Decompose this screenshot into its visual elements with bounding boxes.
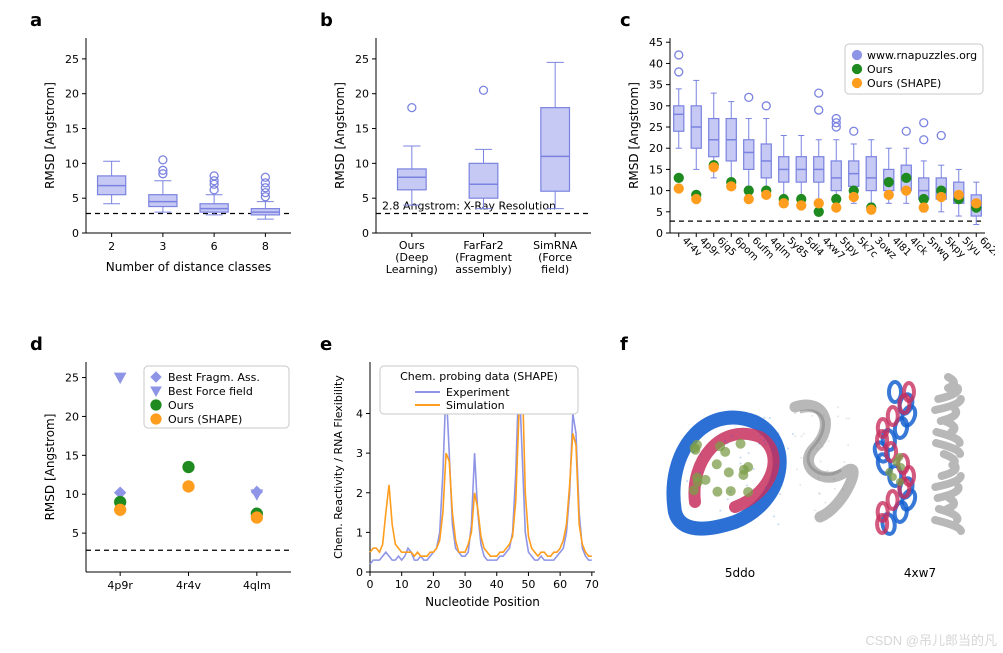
svg-text:assembly): assembly) [455, 263, 512, 276]
svg-text:d: d [30, 334, 43, 355]
svg-text:40: 40 [649, 57, 663, 70]
svg-text:15: 15 [65, 449, 79, 462]
svg-text:4p9r: 4p9r [107, 579, 133, 592]
svg-text:60: 60 [553, 578, 567, 591]
svg-text:Ours (SHAPE): Ours (SHAPE) [168, 413, 242, 426]
svg-text:8: 8 [262, 240, 269, 253]
svg-text:4qlm: 4qlm [243, 579, 271, 592]
svg-text:10: 10 [355, 157, 369, 170]
svg-text:5: 5 [72, 527, 79, 540]
svg-text:Nucleotide Position: Nucleotide Position [425, 595, 540, 609]
svg-text:40: 40 [490, 578, 504, 591]
svg-text:10: 10 [395, 578, 409, 591]
svg-text:RMSD [Angstrom]: RMSD [Angstrom] [333, 82, 347, 189]
svg-text:RMSD [Angstrom]: RMSD [Angstrom] [43, 414, 57, 521]
svg-text:4xw7: 4xw7 [904, 566, 936, 580]
svg-text:Best Fragm. Ass.: Best Fragm. Ass. [168, 371, 260, 384]
svg-text:35: 35 [649, 79, 663, 92]
svg-text:Ours: Ours [867, 63, 893, 76]
svg-text:2: 2 [356, 487, 363, 500]
svg-text:Experiment: Experiment [446, 386, 510, 399]
svg-text:0: 0 [356, 566, 363, 579]
svg-text:Chem. Reactivity / RNA Flexibi: Chem. Reactivity / RNA Flexibility [332, 375, 345, 559]
svg-text:6: 6 [211, 240, 218, 253]
svg-text:10: 10 [65, 157, 79, 170]
svg-text:25: 25 [65, 53, 79, 66]
svg-text:Chem. probing data (SHAPE): Chem. probing data (SHAPE) [400, 370, 558, 383]
svg-text:www.rnapuzzles.org: www.rnapuzzles.org [867, 49, 977, 62]
svg-text:2.8 Angstrom: X-Ray Resolution: 2.8 Angstrom: X-Ray Resolution [382, 200, 556, 213]
svg-text:4lck: 4lck [907, 235, 929, 257]
svg-text:Number of distance classes: Number of distance classes [106, 260, 272, 274]
svg-text:25: 25 [65, 372, 79, 385]
svg-text:15: 15 [65, 123, 79, 136]
svg-text:45: 45 [649, 36, 663, 49]
svg-text:20: 20 [426, 578, 440, 591]
svg-text:Best Force field: Best Force field [168, 385, 253, 398]
watermark: CSDN @吊儿郎当的凡 [865, 630, 997, 649]
svg-text:Ours: Ours [168, 399, 194, 412]
svg-text:25: 25 [649, 121, 663, 134]
svg-text:Simulation: Simulation [446, 399, 505, 412]
svg-text:50: 50 [521, 578, 535, 591]
svg-text:e: e [320, 334, 332, 355]
svg-text:5: 5 [362, 192, 369, 205]
svg-text:1: 1 [356, 526, 363, 539]
svg-text:10: 10 [649, 185, 663, 198]
svg-text:20: 20 [65, 410, 79, 423]
svg-text:4: 4 [356, 408, 363, 421]
svg-text:30: 30 [649, 100, 663, 113]
svg-text:Learning): Learning) [386, 263, 438, 276]
svg-text:3: 3 [159, 240, 166, 253]
svg-text:20: 20 [355, 88, 369, 101]
svg-text:5: 5 [72, 192, 79, 205]
svg-text:a: a [30, 10, 42, 31]
svg-text:20: 20 [65, 88, 79, 101]
svg-text:0: 0 [367, 578, 374, 591]
svg-text:field): field) [541, 263, 569, 276]
svg-text:b: b [320, 10, 333, 31]
svg-text:4r4v: 4r4v [176, 579, 202, 592]
svg-text:6jq5: 6jq5 [715, 235, 738, 258]
svg-text:25: 25 [355, 53, 369, 66]
svg-text:Ours (SHAPE): Ours (SHAPE) [867, 77, 941, 90]
svg-text:0: 0 [656, 227, 663, 240]
svg-text:2: 2 [108, 240, 115, 253]
svg-text:30: 30 [458, 578, 472, 591]
svg-text:3: 3 [356, 447, 363, 460]
svg-text:15: 15 [355, 123, 369, 136]
svg-text:RMSD [Angstrom]: RMSD [Angstrom] [43, 82, 57, 189]
svg-text:c: c [620, 10, 631, 31]
svg-text:f: f [620, 334, 628, 355]
svg-text:RMSD [Angstrom]: RMSD [Angstrom] [627, 82, 641, 189]
svg-text:20: 20 [649, 142, 663, 155]
svg-text:0: 0 [362, 227, 369, 240]
svg-text:15: 15 [649, 163, 663, 176]
svg-text:5ddo: 5ddo [725, 566, 755, 580]
svg-text:70: 70 [585, 578, 599, 591]
svg-text:0: 0 [72, 227, 79, 240]
svg-text:5: 5 [656, 206, 663, 219]
svg-text:10: 10 [65, 488, 79, 501]
